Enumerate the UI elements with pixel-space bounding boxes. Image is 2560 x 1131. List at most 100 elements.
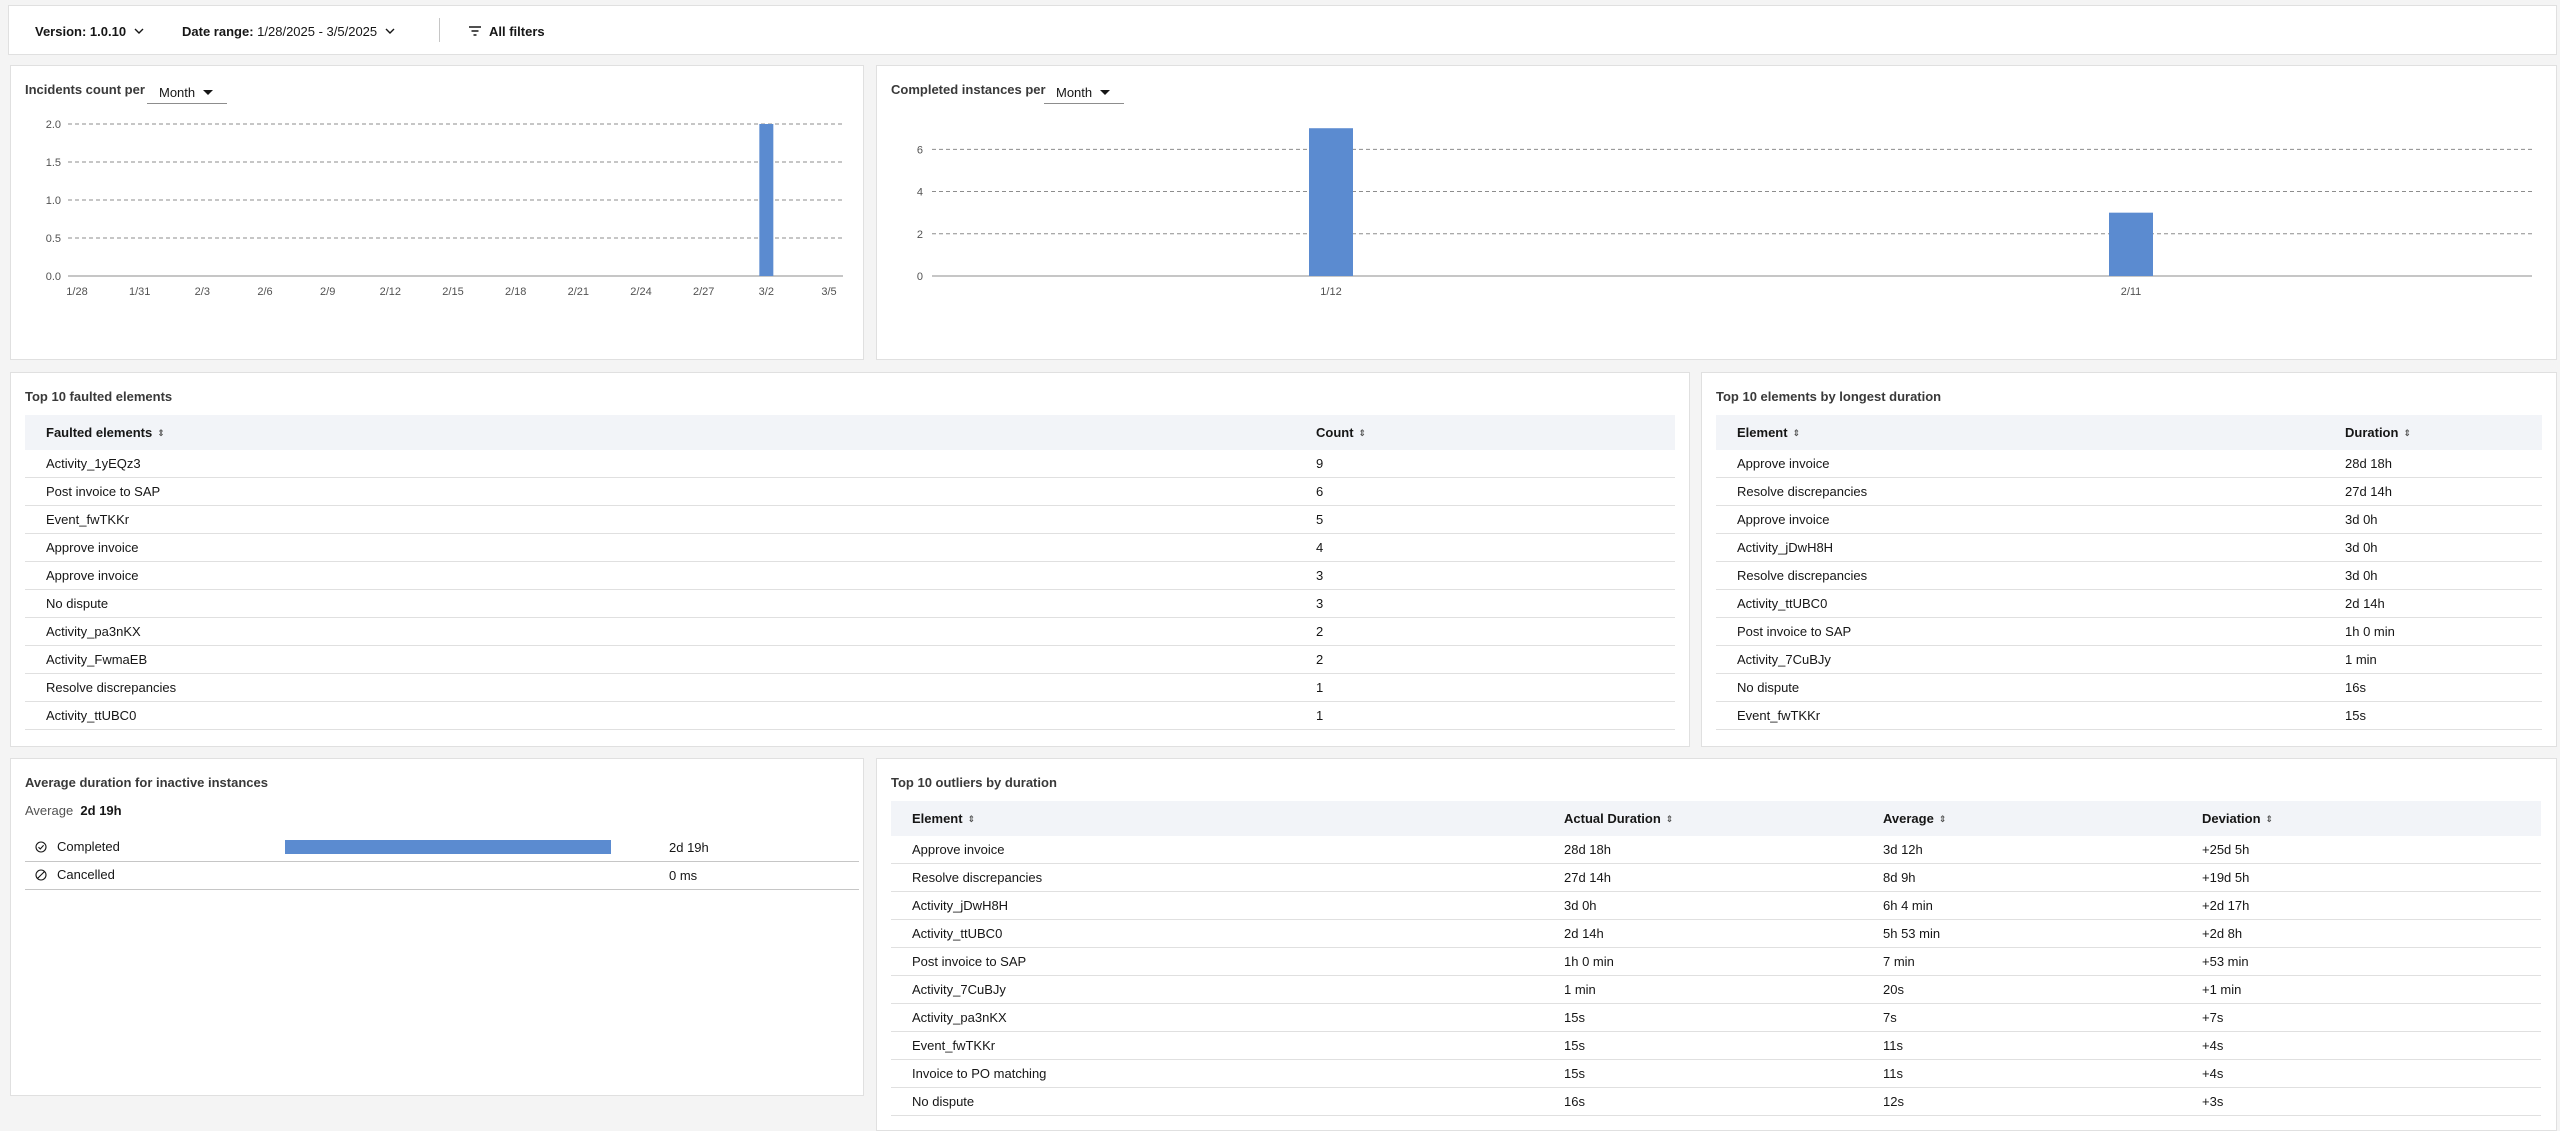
element-cell: Event_fwTKKr (25, 505, 1295, 534)
faulted-elements-title: Top 10 faulted elements (25, 389, 173, 404)
y-tick-label: 2 (917, 229, 923, 241)
element-cell: Activity_jDwH8H (1716, 533, 2324, 562)
version-label: Version: (35, 23, 87, 39)
y-tick-label: 0 (917, 271, 923, 283)
element-cell: Activity_ttUBC0 (25, 701, 1295, 730)
table-row: Approve invoice 28d 18h 3d 12h +25d 5h (891, 836, 2541, 864)
element-cell: Invoice to PO matching (891, 1059, 1543, 1088)
average-cell: 7s (1862, 1003, 2181, 1032)
cancelled-icon (35, 869, 47, 881)
column-header-deviation[interactable]: Deviation ⇕ (2181, 801, 2541, 836)
count-cell: 1 (1295, 673, 1675, 702)
table-row: Resolve discrepancies 1 (25, 673, 1675, 702)
inactive-duration-title: Average duration for inactive instances (25, 775, 268, 790)
column-header-label: Deviation (2202, 811, 2261, 826)
count-cell: 2 (1295, 645, 1675, 674)
column-header-label: Count (1316, 425, 1354, 440)
element-cell: Activity_ttUBC0 (1716, 589, 2324, 618)
duration-cell: 28d 18h (2324, 450, 2542, 478)
element-cell: Activity_pa3nKX (891, 1003, 1543, 1032)
column-header-element[interactable]: Element ⇕ (891, 801, 1543, 836)
duration-cell: 2d 14h (2324, 589, 2542, 618)
faulted-elements-card: Top 10 faulted elements Faulted elements… (10, 372, 1690, 747)
x-tick-label: 2/3 (195, 286, 210, 298)
chevron-down-icon (385, 28, 395, 34)
element-cell: Activity_1yEQz3 (25, 450, 1295, 478)
actual-duration-cell: 27d 14h (1543, 863, 1862, 892)
deviation-cell: +19d 5h (2181, 863, 2541, 892)
average-summary: Average 2d 19h (25, 803, 122, 818)
incidents-period-dropdown[interactable]: Month (147, 81, 228, 104)
column-header-actual-duration[interactable]: Actual Duration ⇕ (1543, 801, 1862, 836)
all-filters-button[interactable]: All filters (469, 6, 545, 56)
column-header-label: Element (912, 811, 963, 826)
date-range-label: Date range: (182, 23, 254, 39)
x-tick-label: 2/11 (2121, 286, 2142, 298)
inactive-row-label: Completed (57, 839, 120, 854)
completed-period-dropdown[interactable]: Month (1044, 81, 1125, 104)
y-tick-label: 4 (917, 187, 923, 199)
version-value: 1.0.10 (89, 23, 127, 39)
column-header-duration[interactable]: Duration ⇕ (2324, 415, 2542, 450)
y-tick-label: 0.0 (46, 271, 61, 283)
element-cell: Approve invoice (891, 836, 1543, 864)
count-cell: 4 (1295, 533, 1675, 562)
inactive-duration-card: Average duration for inactive instances … (10, 758, 864, 1096)
element-cell: No dispute (1716, 673, 2324, 702)
table-row: Activity_7CuBJy 1 min (1716, 645, 2542, 674)
table-row: Resolve discrepancies 3d 0h (1716, 561, 2542, 590)
table-row: Activity_ttUBC0 2d 14h 5h 53 min +2d 8h (891, 919, 2541, 948)
x-tick-label: 1/12 (1320, 286, 1341, 298)
duration-cell: 3d 0h (2324, 533, 2542, 562)
outliers-card: Top 10 outliers by duration Element ⇕ Act… (876, 758, 2557, 1131)
filter-divider (439, 18, 440, 42)
version-dropdown[interactable]: Version: 1.0.10 (35, 6, 144, 56)
element-cell: Resolve discrepancies (1716, 477, 2324, 506)
table-row: Approve invoice 3d 0h (1716, 505, 2542, 534)
duration-cell: 3d 0h (2324, 505, 2542, 534)
table-row: Resolve discrepancies 27d 14h (1716, 477, 2542, 506)
completed-period-value: Month (1056, 84, 1093, 100)
table-row: Activity_ttUBC0 1 (25, 701, 1675, 730)
x-tick-label: 2/27 (693, 286, 714, 298)
deviation-cell: +1 min (2181, 975, 2541, 1004)
date-range-dropdown[interactable]: Date range: 1/28/2025 - 3/5/2025 (182, 6, 395, 56)
column-header-count[interactable]: Count ⇕ (1295, 415, 1675, 450)
duration-cell: 16s (2324, 673, 2542, 702)
incidents-chart-card: Incidents count per Month 2.0 1.5 1.0 0.5 0.… (10, 65, 864, 360)
y-tick-label: 2.0 (46, 119, 61, 131)
sort-icon: ⇕ (1665, 814, 1674, 825)
duration-bar (285, 840, 611, 854)
column-header-faulted-elements[interactable]: Faulted elements ⇕ (25, 415, 1295, 450)
element-cell: Activity_FwmaEB (25, 645, 1295, 674)
y-tick-label: 6 (917, 144, 923, 156)
deviation-cell: +7s (2181, 1003, 2541, 1032)
column-header-element[interactable]: Element ⇕ (1716, 415, 2324, 450)
sort-icon: ⇕ (2403, 428, 2411, 439)
caret-down-icon (203, 89, 214, 95)
deviation-cell: +4s (2181, 1059, 2541, 1088)
sort-icon: ⇕ (2265, 814, 2274, 825)
table-row: Approve invoice 28d 18h (1716, 450, 2542, 478)
actual-duration-cell: 16s (1543, 1087, 1862, 1116)
table-row: No dispute 16s 12s +3s (891, 1087, 2541, 1116)
duration-cell: 1 min (2324, 645, 2542, 674)
average-cell: 11s (1862, 1031, 2181, 1060)
table-row: Activity_pa3nKX 2 (25, 617, 1675, 646)
count-cell: 3 (1295, 589, 1675, 618)
actual-duration-cell: 1 min (1543, 975, 1862, 1004)
deviation-cell: +3s (2181, 1087, 2541, 1116)
column-header-average[interactable]: Average ⇕ (1862, 801, 2181, 836)
completed-bar (2109, 212, 2153, 276)
count-cell: 2 (1295, 617, 1675, 646)
duration-cell: 15s (2324, 701, 2542, 730)
average-cell: 6h 4 min (1862, 891, 2181, 920)
table-row: Activity_jDwH8H 3d 0h 6h 4 min +2d 17h (891, 891, 2541, 920)
element-cell: Post invoice to SAP (25, 477, 1295, 506)
element-cell: Post invoice to SAP (891, 947, 1543, 976)
completed-chart-card: Completed instances per Month 6 4 2 0 1/12 2/… (876, 65, 2557, 360)
completed-chart-title: Completed instances per (891, 82, 1046, 97)
chevron-down-icon (134, 28, 144, 34)
inactive-row-value: 2d 19h (669, 840, 709, 855)
actual-duration-cell: 1h 0 min (1543, 947, 1862, 976)
